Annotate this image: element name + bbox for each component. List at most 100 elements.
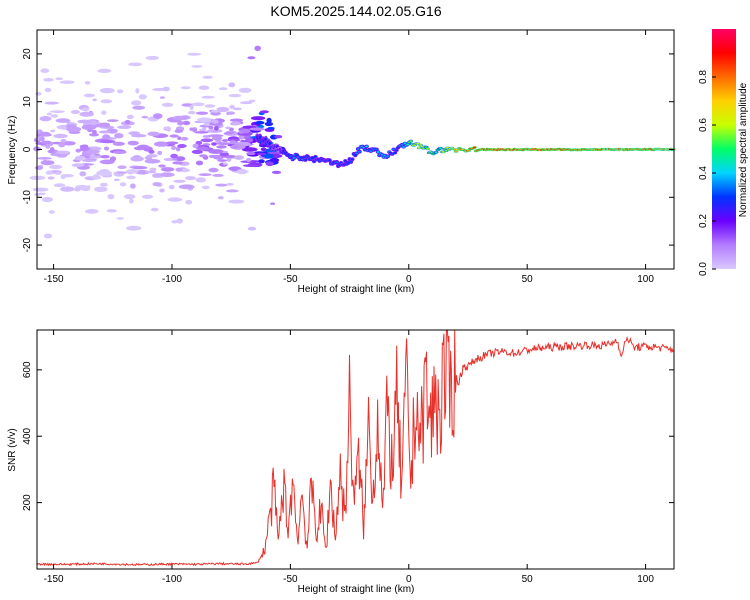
spectral-blob	[168, 184, 175, 190]
spectral-blob	[99, 87, 115, 94]
spectral-blob	[175, 167, 183, 172]
spectral-blob	[212, 154, 224, 160]
spectral-blob	[215, 183, 228, 187]
spectral-blob	[201, 95, 215, 99]
spectral-blob	[35, 92, 42, 96]
spectral-blob	[81, 107, 90, 112]
spectral-blob	[202, 127, 207, 131]
spectral-blob	[100, 155, 110, 159]
spectral-blob	[39, 131, 51, 137]
spectral-blob	[74, 187, 81, 192]
x-tick-label: 0	[406, 274, 412, 285]
spectral-blob	[114, 133, 124, 139]
spectral-ridge-cell	[403, 142, 407, 145]
spectral-blob	[222, 162, 228, 165]
spectral-blob	[131, 100, 142, 106]
spectral-blob	[247, 56, 256, 60]
spectral-blob	[236, 156, 243, 160]
spectral-blob	[84, 149, 101, 154]
spectral-blob	[192, 143, 199, 148]
spectral-blob	[171, 145, 177, 150]
spectral-blob	[144, 170, 157, 174]
y-tick-label: 200	[22, 494, 33, 511]
spectral-blob	[232, 107, 242, 111]
spectral-blob	[185, 176, 196, 181]
spectrogram-x-ticks: -150 -100 -50 0 50 100	[44, 30, 654, 285]
spectral-blob	[178, 184, 195, 190]
spectral-blob	[100, 182, 108, 187]
spectral-blob	[45, 170, 54, 175]
spectral-blob	[219, 152, 229, 157]
spectral-blob	[74, 155, 86, 161]
snr-marks	[36, 329, 674, 567]
spectral-blob	[127, 140, 139, 146]
colorbar-ticks: 0.0 0.2 0.4 0.6 0.8	[698, 70, 716, 276]
spectral-blob	[126, 114, 134, 120]
spectral-blob	[79, 171, 87, 177]
spectral-blob	[177, 120, 184, 126]
spectral-blob	[161, 102, 174, 107]
x-tick-label: -150	[44, 574, 64, 585]
spectral-blob	[198, 173, 212, 177]
spectral-blob	[177, 136, 182, 140]
spectral-blob	[92, 98, 97, 102]
spectral-ridge-cell	[355, 152, 359, 155]
colorbar-gradient	[712, 29, 736, 269]
snr-x-ticks: -150 -100 -50 0 50 100	[44, 330, 654, 585]
spectral-blob	[195, 160, 204, 166]
spectral-blob	[216, 106, 230, 113]
spectral-blob	[38, 136, 45, 142]
snr-y-axis-label: SNR (v/v)	[7, 428, 18, 471]
spectral-blob	[211, 136, 223, 141]
spectral-blob	[59, 80, 75, 84]
spectral-blob	[40, 160, 55, 166]
spectral-blob	[60, 138, 67, 143]
spectral-blob	[229, 118, 244, 122]
y-tick-label: -10	[22, 190, 33, 205]
spectral-blob	[216, 145, 227, 149]
spectral-ridge-cell	[400, 143, 404, 146]
spectral-blob	[130, 183, 136, 189]
figure-title: KOM5.2025.144.02.05.G16	[270, 3, 441, 19]
x-tick-label: 0	[406, 574, 412, 585]
spectral-blob	[106, 209, 117, 213]
spectral-blob	[248, 127, 265, 131]
spectral-blob	[265, 161, 274, 167]
spectral-blob	[123, 194, 136, 200]
colorbar-tick-label: 0.6	[698, 118, 709, 132]
spectral-blob	[112, 141, 125, 146]
spectral-ridge-cell	[416, 142, 420, 145]
spectral-blob	[40, 68, 50, 73]
spectral-ridge-cell	[473, 146, 477, 149]
spectral-blob	[208, 125, 214, 130]
spectral-blob	[89, 133, 99, 137]
spectral-blob	[264, 121, 274, 127]
spectral-blob	[195, 111, 209, 115]
spectral-blob	[102, 134, 111, 140]
spectral-blob	[198, 85, 210, 90]
spectral-blob	[199, 154, 208, 158]
y-tick-label: 10	[22, 96, 33, 108]
spectral-blob	[182, 120, 191, 126]
spectral-ridge-cell	[386, 155, 390, 158]
spectral-blob	[93, 186, 108, 192]
spectral-blob	[204, 104, 216, 108]
spectral-blob	[226, 189, 239, 193]
spectral-blob	[187, 52, 202, 56]
spectral-blob	[245, 137, 254, 143]
spectral-blob	[83, 93, 95, 98]
spectral-blob	[161, 167, 175, 172]
spectral-blob	[260, 147, 267, 152]
spectral-blob	[117, 89, 124, 94]
spectral-blob	[43, 78, 54, 82]
spectral-blob	[70, 110, 80, 114]
spectral-blob	[99, 169, 110, 173]
spectral-blob	[159, 172, 175, 177]
spectral-blob	[197, 117, 212, 123]
spectral-blob	[177, 144, 187, 148]
x-tick-label: 100	[637, 574, 654, 585]
spectral-blob	[58, 142, 66, 148]
spectral-blob	[84, 81, 91, 85]
spectral-blob	[56, 150, 71, 155]
